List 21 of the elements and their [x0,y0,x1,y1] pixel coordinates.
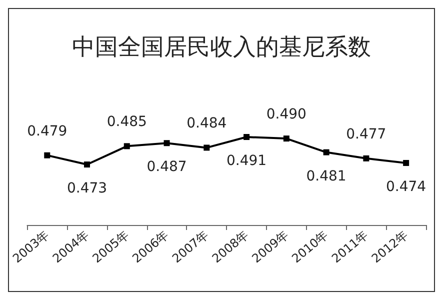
data-label: 0.481 [306,168,346,184]
point [283,136,290,142]
data-label: 0.491 [226,153,267,169]
point [403,160,410,166]
point [44,152,50,158]
point [124,143,130,150]
data-label: 0.484 [186,116,227,132]
chart-title: 中国全国居民收入的基尼系数 [72,34,371,60]
point [164,140,170,146]
data-label: 0.473 [66,180,108,196]
data-label: 0.485 [106,114,147,130]
data-label: 0.477 [346,126,386,142]
data-label: 0.474 [386,178,426,195]
point [244,134,250,140]
data-label: 0.490 [266,106,306,123]
data-label: 0.487 [146,159,187,176]
point [363,155,370,162]
data-label: 0.479 [27,123,68,140]
point [204,144,210,151]
point [84,162,90,168]
point [323,149,330,156]
